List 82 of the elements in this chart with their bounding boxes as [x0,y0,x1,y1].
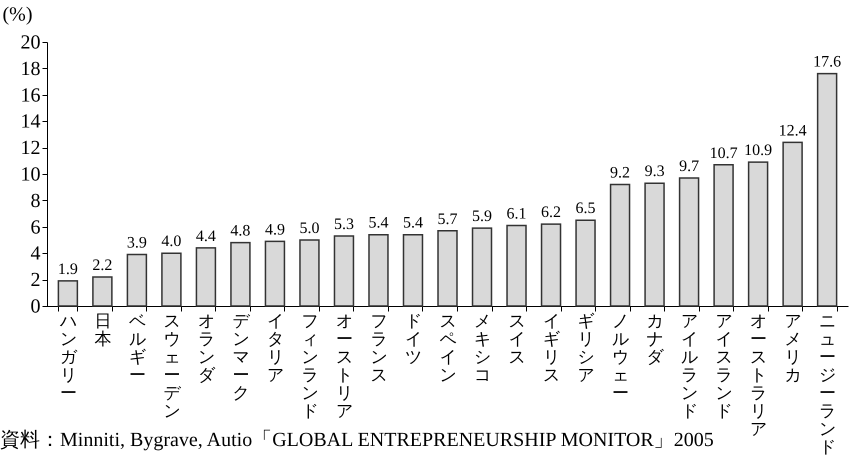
data-label: 4.0 [161,233,182,250]
data-label: 2.2 [92,256,112,274]
x-tick-label: スペイン [440,312,456,384]
y-axis-title: (%) [2,4,32,26]
data-label: 3.9 [126,234,147,252]
bar [782,142,803,307]
data-label: 4.4 [196,228,216,245]
bar [334,235,354,307]
data-label: 9.2 [610,164,630,182]
bar [678,177,700,307]
data-label: 1.9 [58,260,78,278]
data-label: 6.5 [576,200,596,218]
x-tick-label: ハンガリー [58,312,78,402]
bar [748,161,768,307]
y-tick-label: 8 [30,190,40,212]
x-tick-label: イギリス [543,312,560,384]
data-label: 5.4 [368,214,388,232]
bar [506,224,527,307]
x-tick-label: ドイツ [404,312,422,366]
data-label: 17.6 [813,54,842,71]
data-label: 5.9 [472,208,492,226]
bar [610,184,630,307]
data-label: 5.4 [402,214,423,232]
bar [540,223,562,307]
bar [230,242,251,307]
bar [575,219,596,307]
data-label: 10.9 [744,142,772,160]
y-tick-label: 4 [30,242,40,265]
x-tick-label: ベルギー [128,312,146,384]
x-tick-label: ニュージーランド [819,312,836,456]
bar [58,280,78,307]
x-tick-label: メキシコ [474,312,492,384]
y-tick-label: 18 [20,58,40,80]
x-tick-label: スイス [508,312,526,366]
data-label: 9.3 [644,163,665,180]
data-label: 6.2 [541,204,562,222]
x-tick-label: デンマーク [232,312,250,402]
x-tick-label: ギリシア [578,312,595,384]
x-tick-label: オランダ [198,312,216,384]
y-tick-label: 20 [20,32,40,54]
x-tick-label: フランス [370,312,388,384]
y-tick-label: 14 [20,110,40,133]
x-tick-label: イタリア [266,312,284,384]
data-label: 5.0 [299,220,320,237]
bar [472,227,492,307]
bar [92,276,113,307]
x-tick-label: オーストラリア [750,312,768,438]
y-tick-label: 10 [20,164,40,186]
x-tick-label: アイルランド [681,312,698,420]
y-tick-label: 0 [30,296,40,318]
bar [402,234,424,307]
bar [713,164,734,307]
x-tick-label: アメリカ [784,312,802,384]
x-tick-label: スウェーデン [163,312,182,420]
bar [644,182,665,307]
y-tick-label: 2 [30,269,40,292]
data-label: 9.7 [679,158,700,175]
data-label: 10.7 [710,144,738,162]
text: 資料：Minniti, Bygrave, Autio「GLOBAL ENTREPRENEURSHIP MONITOR」2005 [0,429,714,451]
x-tick-label: アイスランド [716,312,733,420]
bar [299,239,320,307]
x-tick-label: フィンランド [301,312,318,420]
y-tick-label: 16 [20,84,40,106]
x-tick-label: オーストリア [336,312,353,420]
bar [368,234,389,307]
data-label: 5.3 [334,216,354,234]
x-tick-label: カナダ [646,312,665,366]
y-tick-label: 6 [30,216,40,238]
y-tick-label: 12 [20,137,40,160]
bar [816,72,838,307]
bar [264,240,286,307]
x-tick-label: ノルウェー [612,312,630,402]
bar [196,247,216,307]
data-label: 5.7 [438,210,458,228]
bar [437,230,458,307]
data-label: 6.1 [506,205,527,222]
bar [161,252,182,307]
data-label: 12.4 [778,122,807,140]
bar [126,254,148,307]
x-tick-label: 日本 [94,312,112,348]
data-label: 4.8 [230,222,250,240]
data-label: 4.9 [264,221,285,238]
